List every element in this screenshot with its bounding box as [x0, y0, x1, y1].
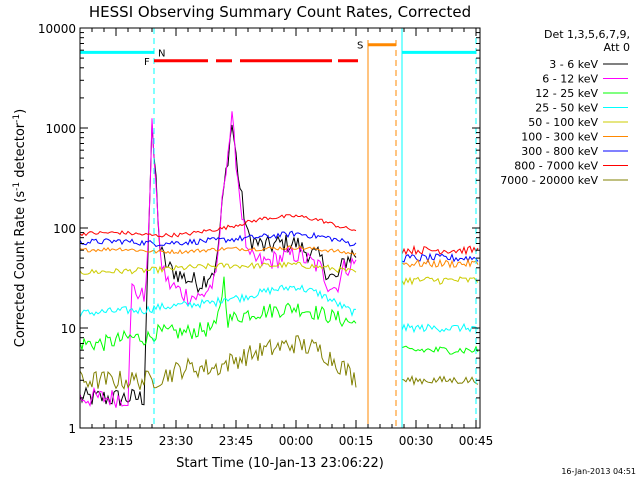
y-tick-label-4: 10000: [38, 22, 76, 36]
legend-label-0: 3 - 6 keV: [549, 58, 598, 71]
y-axis-label: Corrected Count Rate (s-1 detector-1): [12, 109, 28, 347]
after-gap-line-2: [401, 258, 479, 269]
y-axis-label-end: ): [13, 109, 28, 114]
series-line-4: [79, 261, 357, 275]
legend-label-2: 12 - 25 keV: [535, 87, 598, 100]
after-gap-line-6: [401, 374, 479, 386]
after-gap-line-1: [401, 252, 479, 263]
y-tick-label-0: 1: [68, 422, 76, 436]
x-tick-label-5: 00:30: [399, 434, 434, 448]
x-tick-label-0: 23:15: [99, 434, 134, 448]
series-line-6: [79, 230, 357, 247]
y-tick-label-1: 10: [61, 322, 76, 336]
legend-label-5: 100 - 300 keV: [521, 131, 598, 144]
chart-title: HESSI Observing Summary Count Rates, Cor…: [89, 3, 471, 21]
x-tick-label-1: 23:30: [159, 434, 194, 448]
x-tick-label-3: 00:00: [279, 434, 314, 448]
axes: 23:15 23:30 23:45 00:00 00:15 00:30 00:45 1 10 10…: [38, 22, 493, 448]
series-line-1: [79, 111, 357, 408]
night-label: N: [158, 48, 165, 59]
flare-label: F: [144, 57, 150, 68]
after-gap-line-0: [401, 244, 479, 256]
x-tick-label-4: 00:15: [339, 434, 374, 448]
saa-label: S: [357, 41, 363, 52]
y-axis-label-sup2: -1: [12, 114, 22, 123]
legend-header-attenuator: Att 0: [604, 41, 630, 54]
legend-label-6: 300 - 800 keV: [521, 145, 598, 158]
y-axis-label-mid: detector: [13, 122, 28, 182]
series-line-7: [79, 214, 357, 238]
date-stamp: 16-Jan-2013 04:51: [561, 467, 636, 476]
legend-header-detectors: Det 1,3,5,6,7,9,: [544, 28, 630, 41]
x-tick-label-6: 00:45: [459, 434, 494, 448]
after-gap-line-4: [401, 322, 479, 334]
legend-label-3: 25 - 50 keV: [535, 102, 598, 115]
legend-label-8: 7000 - 20000 keV: [500, 174, 598, 187]
x-tick-label-2: 23:45: [219, 434, 254, 448]
legend-label-1: 6 - 12 keV: [542, 73, 598, 86]
legend-label-7: 800 - 7000 keV: [514, 160, 598, 173]
series-line-5: [79, 245, 357, 256]
legend: Det 1,3,5,6,7,9, Att 0 3 - 6 keV 6 - 12 k…: [500, 28, 630, 187]
series-line-3: [79, 284, 357, 318]
after-gap-line-3: [401, 276, 479, 286]
series-line-8: [79, 335, 357, 390]
x-axis-label: Start Time (10-Jan-13 23:06:22): [176, 456, 384, 471]
y-axis-label-sup1: -1: [12, 182, 22, 191]
y-tick-label-3: 1000: [45, 122, 76, 136]
series-line-2: [79, 276, 357, 351]
legend-label-4: 50 - 100 keV: [528, 116, 598, 129]
y-axis-label-main: Corrected Count Rate (s: [13, 191, 28, 348]
after-gap-line-5: [401, 345, 479, 355]
y-tick-label-2: 100: [53, 222, 76, 236]
